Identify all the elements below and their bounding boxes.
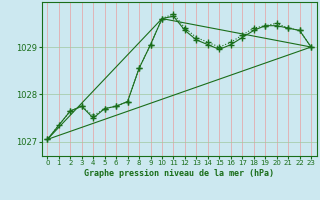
X-axis label: Graphe pression niveau de la mer (hPa): Graphe pression niveau de la mer (hPa) bbox=[84, 169, 274, 178]
